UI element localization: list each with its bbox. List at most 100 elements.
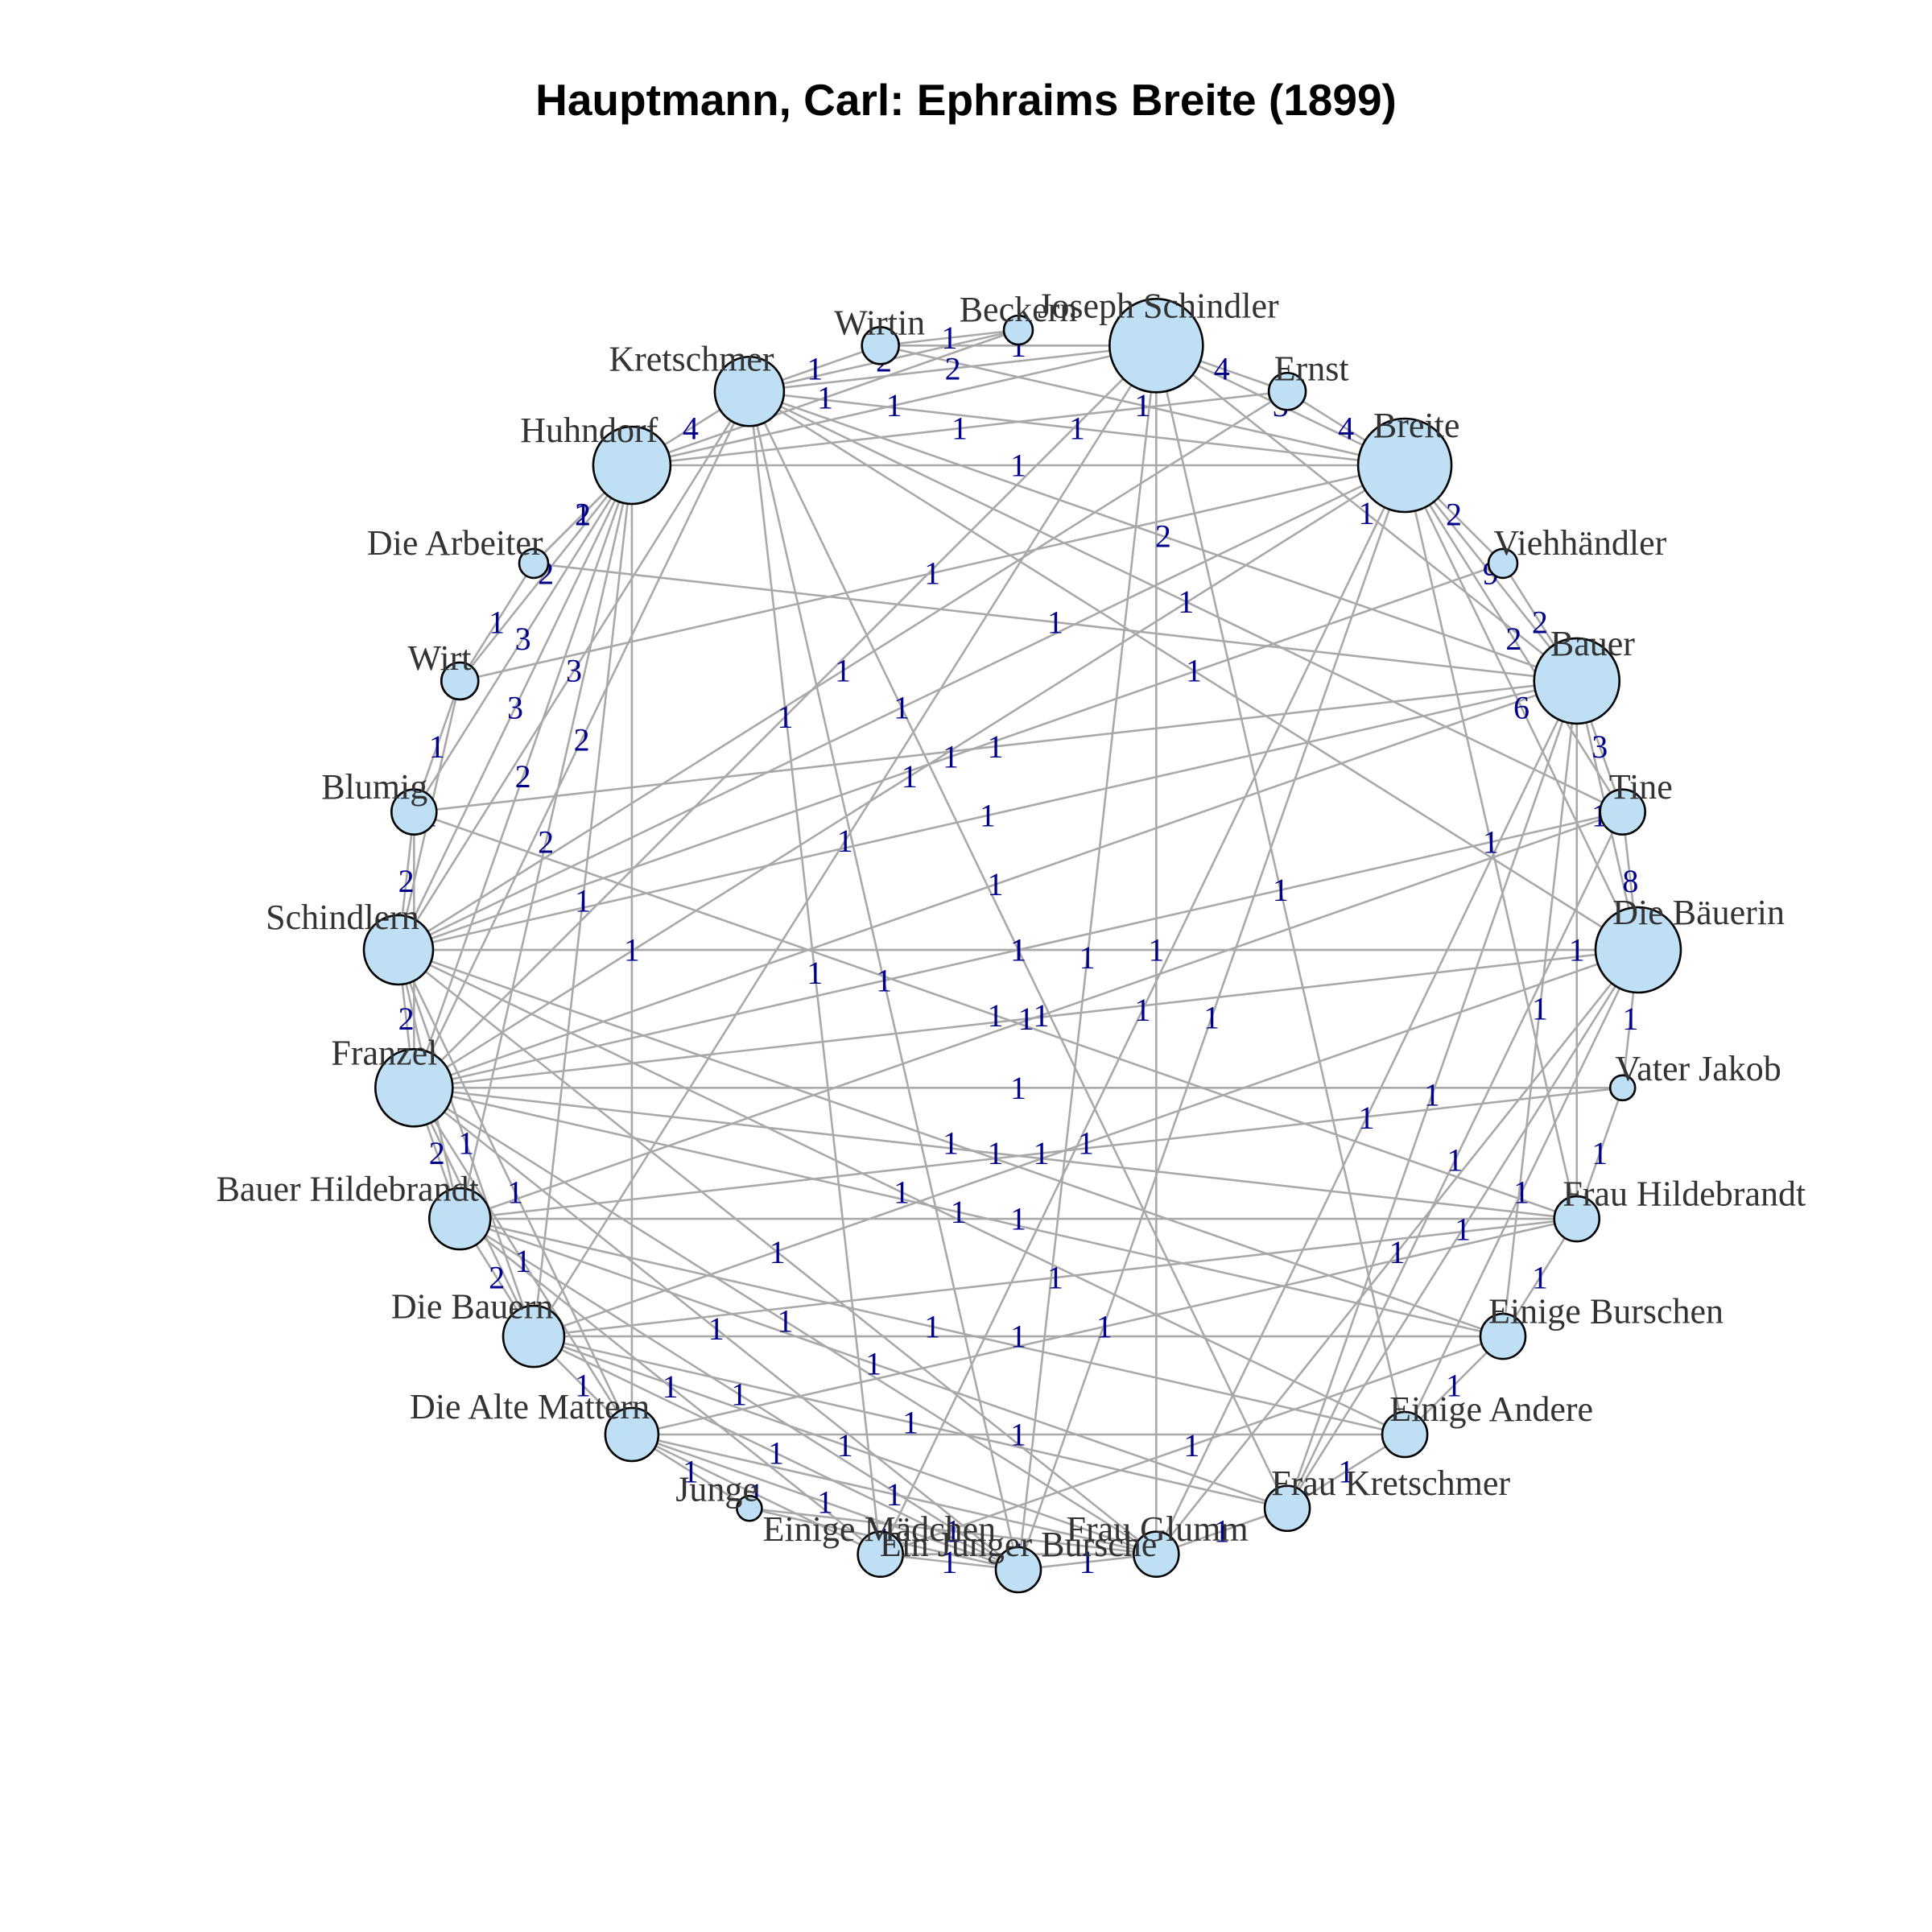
- edge-weight-label: 1: [1622, 1001, 1638, 1037]
- node-label-die-bauerin: Die Bäuerin: [1612, 893, 1785, 932]
- node-vater-jakob[interactable]: [1608, 1074, 1637, 1102]
- edge-die-bauerin-einige-andere: [1403, 949, 1640, 1435]
- edge-huhndorf-blumig: [413, 464, 634, 813]
- edge-weight-label: 1: [1078, 1125, 1094, 1162]
- edge-weight-label: 1: [1389, 1234, 1406, 1270]
- edge-schindlern-einige-andere: [398, 948, 1406, 1436]
- edge-die-bauern-ein-junger-bursche: [533, 1335, 1019, 1571]
- edge-weight-label: 1: [894, 1174, 910, 1211]
- node-frau-kretschmer[interactable]: [1263, 1484, 1311, 1533]
- node-einige-burschen[interactable]: [1479, 1312, 1527, 1360]
- edge-weight-label: 3: [515, 621, 531, 657]
- edge-weight-label: 1: [941, 320, 957, 356]
- edge-weight-label: 1: [1513, 1174, 1530, 1211]
- edge-kretschmer-bauer: [749, 390, 1578, 683]
- edge-ernst-schindlern: [398, 390, 1288, 952]
- edge-weight-label: 2: [398, 1001, 415, 1037]
- edge-weight-label: 2: [945, 350, 961, 386]
- edge-weight-label: 3: [507, 689, 523, 725]
- edge-kretschmer-einige-madchen: [748, 391, 881, 1554]
- node-die-bauern[interactable]: [502, 1304, 566, 1368]
- edge-weight-label: 1: [1591, 1135, 1608, 1171]
- node-einige-andere[interactable]: [1381, 1410, 1429, 1459]
- edge-weight-label: 2: [1532, 604, 1548, 640]
- node-label-junge: Junge: [675, 1469, 758, 1509]
- node-die-alte-mattern[interactable]: [604, 1406, 660, 1463]
- node-label-ernst: Ernst: [1274, 349, 1349, 388]
- node-beckern[interactable]: [1002, 314, 1034, 346]
- node-schindlern[interactable]: [362, 914, 435, 986]
- node-huhndorf[interactable]: [592, 425, 672, 506]
- node-bauer[interactable]: [1533, 637, 1621, 725]
- edge-weight-label: 4: [683, 411, 699, 447]
- edge-die-bauerin-frau-kretschmer: [1286, 949, 1640, 1509]
- node-label-wirtin: Wirtin: [834, 303, 925, 343]
- edge-weight-label: 1: [817, 1484, 833, 1521]
- edge-frau-glumm-die-bauern: [533, 1335, 1157, 1555]
- node-label-einige-madchen: Einige Mädchen: [763, 1509, 997, 1549]
- edge-weight-label: 1: [1532, 1260, 1548, 1296]
- edge-weight-label: 1: [980, 797, 996, 833]
- edge-joseph-schindler-bauer: [1155, 345, 1578, 682]
- edge-tine-frau-kretschmer: [1286, 811, 1624, 1509]
- node-die-arbeiter[interactable]: [518, 547, 550, 580]
- node-frau-hildebrandt[interactable]: [1553, 1195, 1601, 1243]
- edge-weight-label: 1: [1010, 932, 1026, 968]
- node-wirt[interactable]: [440, 661, 480, 701]
- node-einige-madchen[interactable]: [857, 1530, 904, 1578]
- node-kretschmer[interactable]: [713, 355, 786, 427]
- edge-weight-label: 1: [837, 823, 853, 859]
- node-ein-junger-bursche[interactable]: [994, 1546, 1042, 1594]
- edge-weight-label: 1: [988, 729, 1004, 765]
- edge-weight-label: 2: [398, 863, 415, 899]
- edge-ein-junger-bursche-franzel: [413, 1087, 1019, 1571]
- edge-huhndorf-franzel: [413, 464, 634, 1088]
- edge-weight-label: 4: [1338, 411, 1354, 447]
- edge-frau-hildebrandt-franzel: [414, 1087, 1577, 1220]
- node-breite[interactable]: [1356, 417, 1453, 514]
- edge-frau-glumm-schindlern: [398, 948, 1158, 1555]
- edge-weight-label: 1: [1010, 1201, 1026, 1237]
- node-die-bauerin[interactable]: [1594, 906, 1682, 994]
- node-label-joseph-schindler: Joseph Schindler: [1038, 287, 1279, 326]
- edge-weight-label: 1: [837, 1427, 853, 1463]
- edge-weight-label: 1: [807, 350, 823, 386]
- edge-weight-label: 1: [988, 866, 1004, 902]
- edge-ernst-huhndorf: [631, 390, 1288, 467]
- edge-kretschmer-schindlern: [397, 390, 751, 951]
- node-joseph-schindler[interactable]: [1108, 298, 1204, 394]
- node-viehhandler[interactable]: [1487, 547, 1519, 580]
- node-label-schindlern: Schindlern: [266, 898, 419, 937]
- node-label-einige-burschen: Einige Burschen: [1488, 1291, 1724, 1331]
- edge-weight-label: 1: [951, 1194, 967, 1230]
- edge-breite-ein-junger-bursche: [1017, 464, 1406, 1571]
- edge-weight-label: 1: [1010, 932, 1026, 968]
- edge-weight-label: 2: [489, 1260, 505, 1296]
- node-junge[interactable]: [736, 1494, 763, 1522]
- edge-weight-label: 1: [507, 1174, 523, 1211]
- edge-weight-label: 1: [1010, 447, 1026, 483]
- edge-weight-label: 4: [1214, 350, 1230, 386]
- edge-weight-label: 1: [1447, 1142, 1463, 1179]
- node-tine[interactable]: [1599, 788, 1646, 836]
- edge-weight-label: 1: [1532, 990, 1548, 1026]
- edge-breite-einige-madchen: [879, 464, 1406, 1555]
- node-wirtin[interactable]: [861, 326, 900, 365]
- edge-weight-label: 1: [770, 1234, 786, 1270]
- node-frau-glumm[interactable]: [1133, 1530, 1180, 1578]
- edge-weight-label: 1: [662, 1368, 678, 1405]
- edge-weight-label: 1: [886, 1476, 902, 1513]
- edge-wirtin-beckern: [880, 328, 1019, 347]
- edge-weight-label: 1: [988, 1135, 1004, 1171]
- edge-weight-label: 1: [894, 689, 910, 725]
- node-franzel[interactable]: [374, 1048, 454, 1128]
- edge-weight-label: 1: [807, 955, 823, 991]
- edge-weight-label: 1: [952, 411, 968, 447]
- edge-frau-kretschmer-bauer-hildebrandt: [459, 1217, 1288, 1509]
- node-blumig[interactable]: [390, 788, 438, 836]
- node-ernst[interactable]: [1267, 371, 1307, 411]
- edge-huhndorf-wirt: [459, 464, 633, 682]
- node-bauer-hildebrandt[interactable]: [427, 1187, 492, 1251]
- edge-die-alte-mattern-schindlern: [397, 949, 634, 1435]
- edge-weight-label: 1: [575, 1368, 591, 1404]
